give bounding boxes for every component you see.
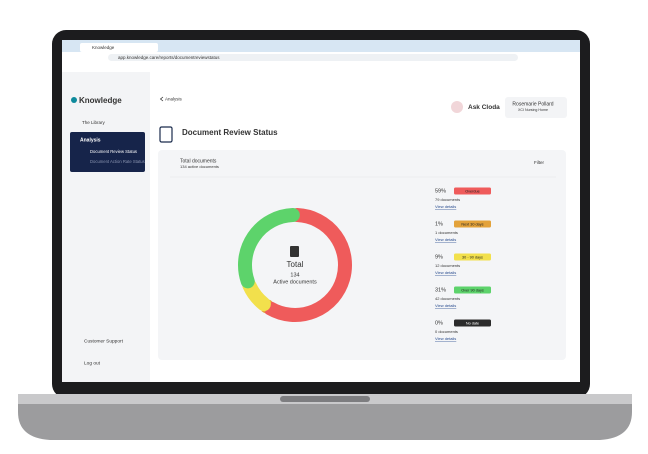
legend-badge	[454, 253, 491, 261]
legend-percent: 59%	[435, 188, 446, 194]
legend-link[interactable]: View details	[435, 204, 456, 209]
url: app.knowledge.care/reports/documentrevie…	[118, 55, 220, 60]
legend-badge	[454, 286, 491, 294]
center-value: 134	[290, 272, 299, 278]
legend-link[interactable]: View details	[435, 336, 456, 341]
url-bar[interactable]	[108, 54, 518, 61]
legend-percent: 0%	[435, 320, 443, 326]
legend-count: 1 documents	[435, 230, 458, 235]
card-title: Total documents	[180, 158, 217, 164]
legend-percent: 9%	[435, 254, 443, 260]
legend-link[interactable]: View details	[435, 303, 456, 308]
legend-count: 79 documents	[435, 197, 460, 202]
user-name: Rosemarie Pollard	[512, 101, 553, 107]
legend-badge-label: Over 90 days	[461, 288, 484, 292]
card	[158, 150, 566, 360]
center-label: Active documents	[273, 279, 317, 285]
nav-subitem[interactable]: Document Review Status	[90, 149, 137, 154]
legend-count: 42 documents	[435, 296, 460, 301]
filter-button[interactable]: Filter	[534, 160, 545, 165]
center-title: Total	[287, 260, 304, 269]
logout-link[interactable]: Log out	[84, 360, 101, 366]
legend-link[interactable]: View details	[435, 237, 456, 242]
user-org: XCI Nursing Home	[518, 108, 548, 112]
nav-item[interactable]: Analysis	[80, 137, 101, 143]
support-link[interactable]: Customer Support	[84, 338, 124, 344]
legend-badge-label: Next 30 days	[461, 222, 483, 226]
page-title: Document Review Status	[182, 128, 278, 137]
legend-badge	[454, 187, 491, 195]
legend-percent: 1%	[435, 221, 443, 227]
page-icon	[159, 126, 173, 143]
sidebar	[62, 72, 150, 382]
assistant-button[interactable]: Ask Cloda	[468, 104, 500, 111]
nav-item[interactable]: The Library	[82, 120, 106, 125]
tab[interactable]	[80, 43, 158, 52]
nav-subitem[interactable]: Document Action Rate Status	[90, 159, 145, 164]
legend-percent: 31%	[435, 287, 446, 293]
breadcrumb[interactable]: Analysis	[165, 97, 183, 102]
user-box[interactable]	[505, 97, 567, 118]
donut-segment	[238, 208, 300, 289]
logo-icon	[71, 97, 77, 103]
legend-badge	[454, 220, 491, 228]
center-icon	[290, 246, 299, 257]
donut-segment	[263, 208, 352, 322]
card-subtitle: 134 active documents	[180, 164, 219, 169]
legend-badge-label: No date	[466, 321, 479, 325]
legend-badge-label: Overdue	[465, 189, 480, 193]
legend-badge	[454, 319, 491, 327]
legend-badge-label: 30 - 90 days	[462, 255, 483, 259]
toolbar	[62, 63, 580, 72]
tab-bar	[62, 40, 580, 52]
legend-link[interactable]: View details	[435, 270, 456, 275]
nav-group	[70, 132, 145, 172]
back-chevron	[159, 96, 164, 102]
logo: Knowledge	[79, 96, 122, 105]
tab-title: Knowledge	[92, 45, 115, 50]
legend-count: 12 documents	[435, 263, 460, 268]
assistant-avatar	[451, 101, 463, 113]
laptop-base	[18, 396, 632, 440]
legend-count: 0 documents	[435, 329, 458, 334]
laptop-notch	[280, 396, 370, 402]
